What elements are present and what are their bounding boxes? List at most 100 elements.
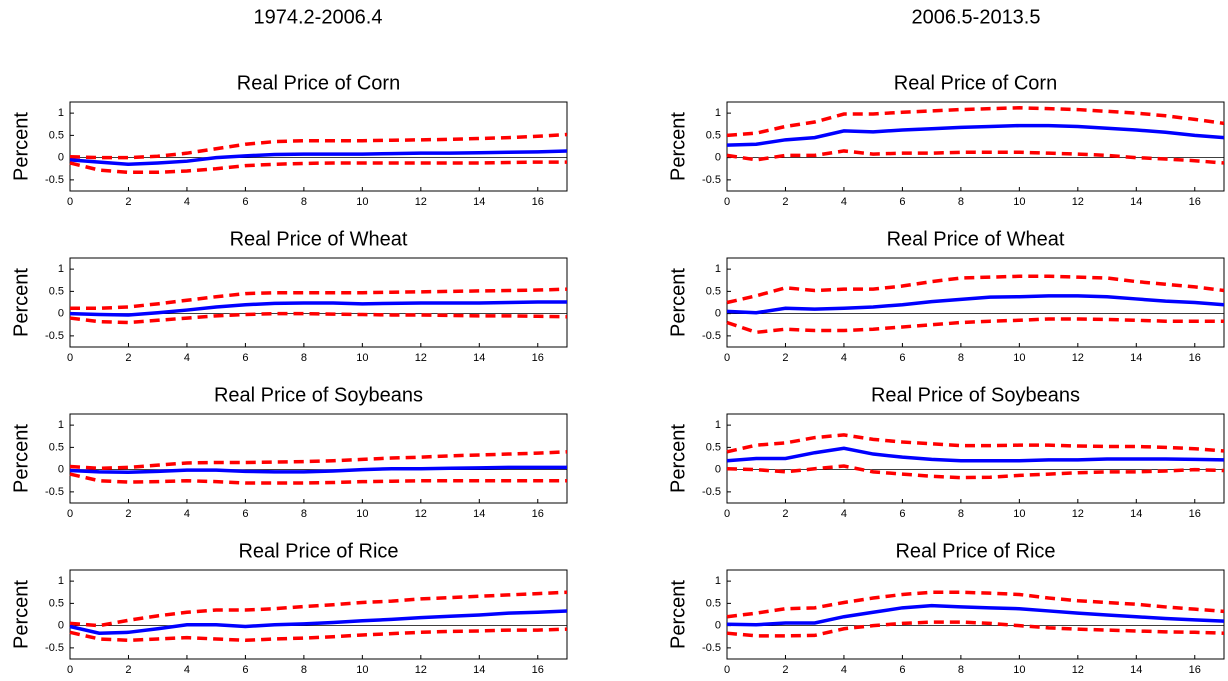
x-tick-label: 12	[1072, 196, 1084, 208]
y-axis-label: Percent	[667, 424, 689, 493]
y-tick-label: 0	[58, 464, 64, 476]
x-tick-label: 10	[1013, 508, 1025, 520]
y-tick-label: 0.5	[49, 285, 64, 297]
x-tick-label: 4	[841, 352, 847, 364]
series-line	[726, 294, 1225, 315]
x-tick-label: 14	[473, 196, 485, 208]
y-axis-label: Percent	[10, 268, 32, 337]
x-tick-label: 12	[415, 664, 427, 676]
x-tick-label: 2	[782, 352, 788, 364]
x-tick-label: 14	[1130, 352, 1142, 364]
y-axis-label: Percent	[667, 580, 689, 649]
y-tick-label: -0.5	[45, 330, 64, 342]
series-line	[726, 464, 1225, 480]
x-tick-label: 0	[724, 664, 730, 676]
y-axis-label: Percent	[667, 112, 689, 181]
panel-title: Real Price of Rice	[895, 540, 1055, 562]
series-line	[69, 590, 568, 628]
series-line	[726, 149, 1225, 165]
y-axis-label: Percent	[10, 580, 32, 649]
panel-title: Real Price of Soybeans	[214, 384, 423, 406]
y-tick-label: 0	[715, 152, 721, 164]
x-tick-label: 16	[532, 508, 544, 520]
y-tick-label: 0	[715, 308, 721, 320]
x-tick-label: 14	[473, 352, 485, 364]
x-tick-label: 12	[415, 352, 427, 364]
y-tick-label: 1	[58, 263, 64, 275]
x-tick-label: 16	[1189, 664, 1201, 676]
series-line	[726, 603, 1225, 627]
series-line	[726, 106, 1225, 138]
x-tick-label: 4	[841, 508, 847, 520]
x-tick-label: 8	[958, 196, 964, 208]
x-tick-label: 16	[532, 664, 544, 676]
x-tick-label: 8	[958, 508, 964, 520]
x-tick-label: 14	[1130, 196, 1142, 208]
x-tick-label: 8	[301, 508, 307, 520]
x-tick-label: 6	[242, 664, 248, 676]
x-tick-label: 0	[724, 196, 730, 208]
x-tick-label: 14	[1130, 508, 1142, 520]
axes-box	[69, 413, 568, 504]
y-tick-label: 0	[715, 620, 721, 632]
x-tick-label: 0	[67, 196, 73, 208]
x-tick-label: 8	[958, 664, 964, 676]
x-tick-label: 4	[841, 664, 847, 676]
y-tick-label: 0.5	[49, 441, 64, 453]
x-tick-label: 2	[125, 352, 131, 364]
panel-title: Real Price of Corn	[237, 72, 400, 94]
x-tick-label: 14	[473, 664, 485, 676]
x-tick-label: 6	[899, 196, 905, 208]
y-tick-label: 0.5	[706, 129, 721, 141]
axes-box	[69, 101, 568, 192]
x-tick-label: 10	[1013, 196, 1025, 208]
x-tick-label: 6	[242, 352, 248, 364]
y-tick-label: -0.5	[45, 486, 64, 498]
x-tick-label: 16	[532, 196, 544, 208]
x-tick-label: 10	[1013, 664, 1025, 676]
x-tick-label: 10	[356, 664, 368, 676]
x-tick-label: 2	[782, 508, 788, 520]
x-tick-label: 2	[782, 664, 788, 676]
x-tick-label: 4	[184, 196, 190, 208]
x-tick-label: 12	[1072, 352, 1084, 364]
x-tick-label: 4	[184, 664, 190, 676]
x-tick-label: 4	[184, 352, 190, 364]
x-tick-label: 16	[1189, 352, 1201, 364]
series-line	[69, 311, 568, 325]
series-line	[726, 317, 1224, 335]
x-tick-label: 0	[67, 508, 73, 520]
x-tick-label: 12	[1072, 664, 1084, 676]
x-tick-label: 0	[67, 664, 73, 676]
y-tick-label: 0	[58, 152, 64, 164]
x-tick-label: 14	[473, 508, 485, 520]
x-tick-label: 12	[415, 196, 427, 208]
y-tick-label: 1	[715, 107, 721, 119]
x-tick-label: 8	[301, 352, 307, 364]
x-tick-label: 0	[724, 352, 730, 364]
series-line	[69, 472, 567, 485]
x-tick-label: 16	[1189, 508, 1201, 520]
x-tick-label: 10	[356, 196, 368, 208]
panel-title: Real Price of Wheat	[230, 228, 408, 250]
y-axis-label: Percent	[10, 112, 32, 181]
y-tick-label: 0.5	[706, 597, 721, 609]
x-tick-label: 12	[1072, 508, 1084, 520]
x-tick-label: 0	[67, 352, 73, 364]
x-tick-label: 6	[242, 508, 248, 520]
series-line	[69, 149, 568, 167]
series-line	[726, 433, 1225, 454]
y-tick-label: 0.5	[49, 597, 64, 609]
x-tick-label: 2	[125, 664, 131, 676]
y-tick-label: -0.5	[702, 174, 721, 186]
series-line	[69, 609, 568, 635]
series-line	[69, 160, 567, 175]
y-tick-label: -0.5	[45, 642, 64, 654]
x-tick-label: 10	[356, 352, 368, 364]
x-tick-label: 8	[958, 352, 964, 364]
y-tick-label: 0.5	[706, 441, 721, 453]
y-tick-label: 0	[58, 620, 64, 632]
panel-header: 2006.5-2013.5	[911, 6, 1040, 28]
x-tick-label: 4	[841, 196, 847, 208]
